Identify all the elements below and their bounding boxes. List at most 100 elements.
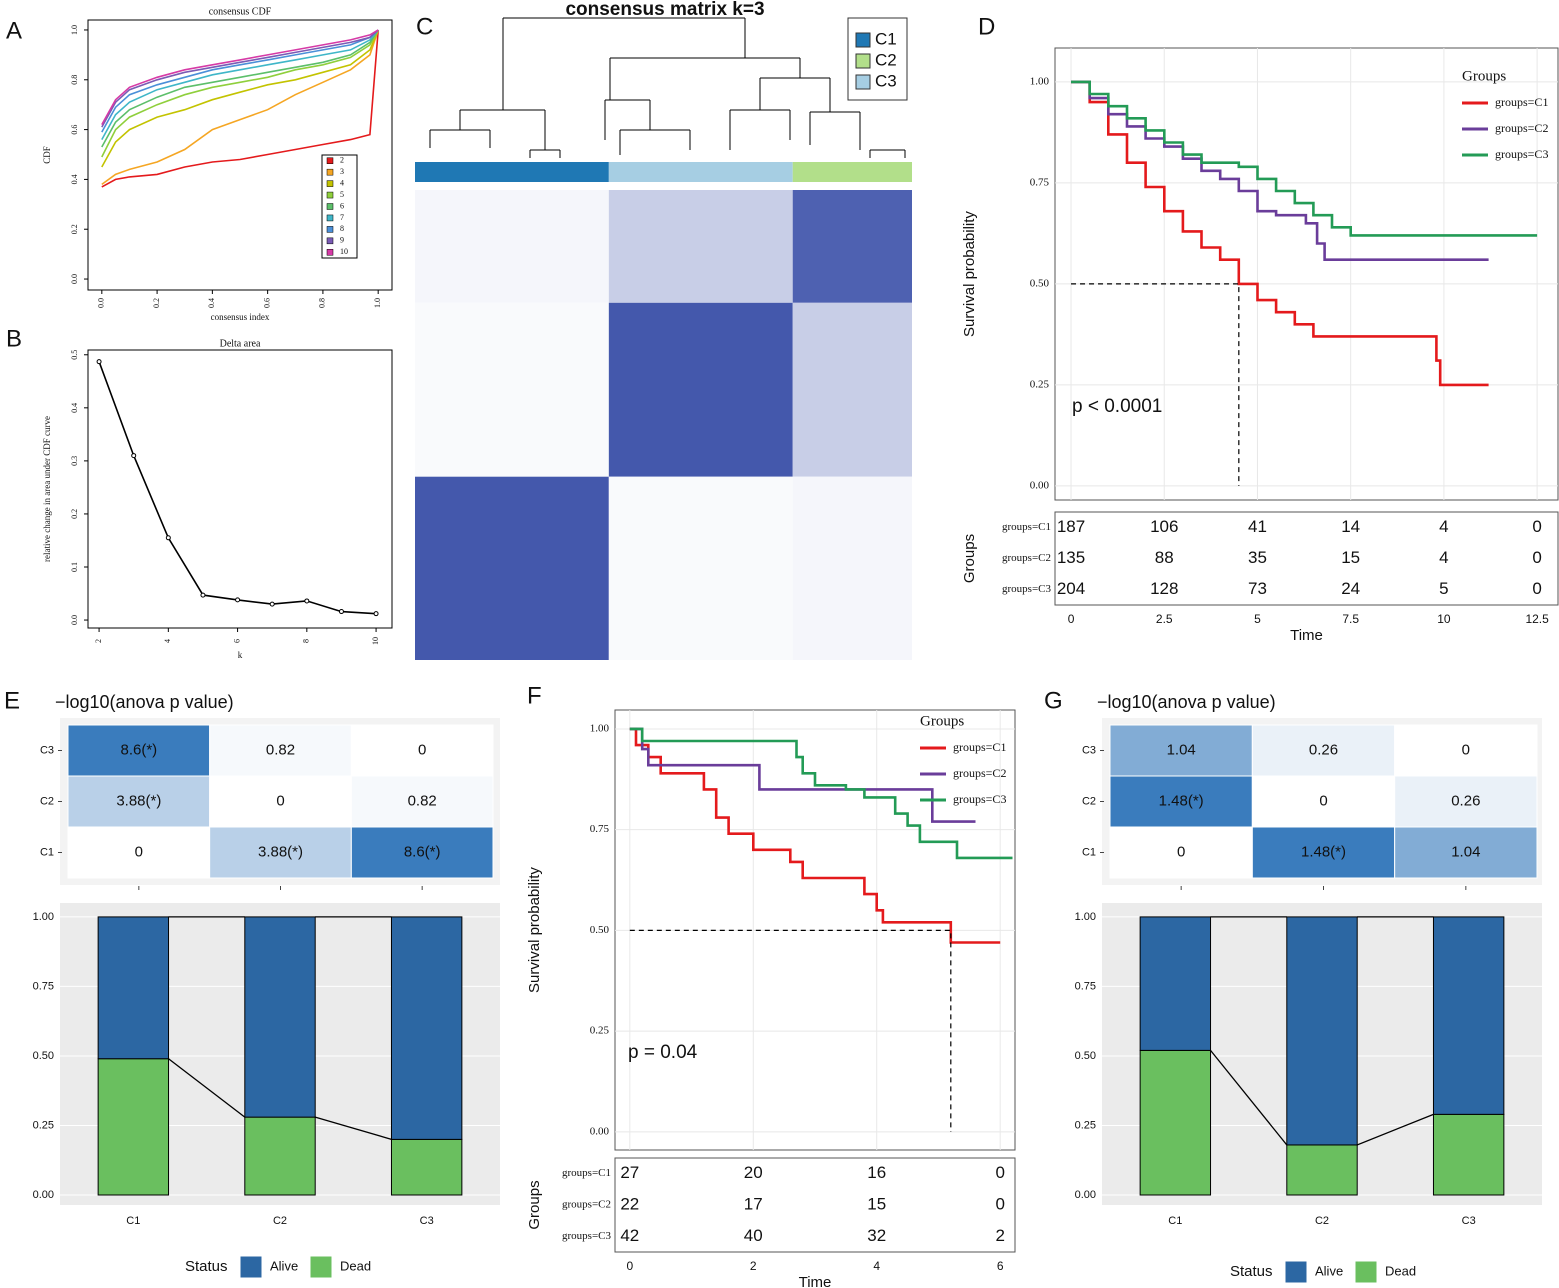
- consensus-block: [792, 302, 912, 477]
- y-tick-label: 0.5: [70, 350, 79, 360]
- point: [131, 453, 137, 459]
- annotation-bar: [608, 162, 793, 182]
- y-tick-label: 0.75: [1030, 176, 1050, 188]
- legend-title: Status: [1230, 1263, 1273, 1280]
- y-tick-label: 0.00: [590, 1125, 610, 1137]
- y-tick-label: 1.0: [70, 25, 79, 35]
- cell: [1109, 775, 1253, 828]
- x-tick-label: 2.5: [1156, 612, 1173, 626]
- cell-label: 0: [1462, 741, 1470, 758]
- x-tick-label: 4: [163, 639, 172, 643]
- x-tick-label: 0.4: [207, 298, 216, 308]
- legend-swatch: [855, 53, 871, 69]
- risk-count: 0: [1532, 517, 1541, 536]
- x-tick-label: 6: [997, 1259, 1004, 1273]
- legend-label: 5: [340, 190, 344, 199]
- risk-row-label: groups=C2: [562, 1199, 611, 1211]
- cell-label: 0.82: [266, 741, 295, 758]
- consensus-block: [608, 476, 793, 660]
- bar-segment: [97, 916, 170, 1060]
- cdf-line: [101, 29, 379, 125]
- cell: [209, 775, 352, 828]
- legend-label: C3: [875, 71, 897, 90]
- point: [200, 592, 206, 598]
- risk-row-label: groups=C3: [562, 1230, 611, 1242]
- y-tick-label: 0.75: [1075, 980, 1096, 992]
- consensus-block: [608, 302, 793, 477]
- risk-count: 204: [1057, 579, 1085, 598]
- y-tick-label: 1.00: [33, 911, 54, 923]
- x-tick-label: 12.5: [1525, 612, 1549, 626]
- cell: [1251, 775, 1396, 828]
- legend-swatch: [326, 191, 334, 199]
- cell: [350, 826, 494, 879]
- legend-label: groups=C3: [953, 792, 1006, 806]
- row-label: C3: [1082, 744, 1096, 756]
- y-tick-label: 0.2: [70, 509, 79, 519]
- legend-swatch: [855, 32, 871, 48]
- y-tick-label: 0.75: [590, 823, 610, 835]
- bar-segment: [1432, 916, 1505, 1115]
- cell-label: 3.88(*): [258, 843, 303, 860]
- survival-curve: [629, 727, 1013, 860]
- cdf-line: [101, 29, 379, 168]
- chart-title: −log10(anova p value): [55, 692, 234, 712]
- x-tick-label: 10: [1437, 612, 1451, 626]
- y-tick-label: 0.0: [70, 274, 79, 284]
- legend-swatch: [326, 226, 334, 233]
- y-tick-label: 0.3: [70, 456, 79, 466]
- legend-label: groups=C3: [1495, 147, 1548, 161]
- x-axis-label: Time: [799, 1274, 832, 1288]
- legend-label: 4: [340, 178, 344, 187]
- cell-label: 0: [1177, 843, 1185, 860]
- cell: [1394, 724, 1538, 777]
- risk-count: 2: [995, 1226, 1004, 1245]
- bar-segment: [1286, 916, 1358, 1146]
- y-tick-label: 0.25: [590, 1025, 610, 1037]
- legend-swatch: [855, 74, 871, 90]
- y-tick-label: 0.50: [33, 1050, 54, 1062]
- x-axis-label: Time: [1290, 627, 1323, 644]
- risk-count: 24: [1341, 579, 1360, 598]
- consensus-block: [792, 190, 912, 303]
- panel-letter: F: [527, 682, 542, 709]
- risk-count: 4: [1439, 548, 1448, 567]
- bar-segment: [390, 916, 463, 1140]
- risk-row-label: groups=C1: [1002, 521, 1051, 533]
- panel-letter: B: [6, 325, 22, 352]
- point: [269, 601, 275, 607]
- x-tick-label: 0.6: [262, 298, 271, 308]
- x-tick-label: 2: [94, 639, 103, 643]
- consensus-block: [792, 476, 912, 660]
- legend-label: groups=C1: [953, 740, 1006, 754]
- row-label: C1: [1082, 846, 1096, 858]
- point: [338, 609, 344, 615]
- cdf-line: [101, 29, 379, 128]
- cell-label: 1.04: [1167, 741, 1196, 758]
- risk-count: 15: [1341, 548, 1360, 567]
- legend-label: 9: [340, 236, 344, 245]
- risk-count: 15: [867, 1194, 886, 1213]
- risk-count: 187: [1057, 517, 1085, 536]
- legend-title: Groups: [1462, 68, 1506, 84]
- cell-label: 0: [1319, 792, 1327, 809]
- connector: [168, 1058, 246, 1118]
- cell: [1109, 724, 1253, 777]
- cell-label: 0: [135, 843, 143, 860]
- connector: [315, 1116, 392, 1140]
- legend-label: 8: [340, 224, 344, 233]
- y-axis-label: Survival probability: [526, 867, 543, 993]
- median-line: [1071, 283, 1240, 486]
- bar-segment: [390, 1138, 463, 1196]
- risk-count: 32: [867, 1226, 886, 1245]
- row-label: C1: [40, 846, 54, 858]
- point: [235, 597, 241, 603]
- legend-label: 7: [340, 213, 344, 222]
- y-tick-label: 0.50: [590, 924, 610, 936]
- bar-segment: [97, 1058, 170, 1196]
- bar-segment: [244, 1116, 316, 1196]
- y-tick-label: 0.8: [70, 75, 79, 85]
- x-tick-label: 5: [1254, 612, 1261, 626]
- point: [96, 359, 102, 365]
- panel-letter: G: [1044, 687, 1063, 714]
